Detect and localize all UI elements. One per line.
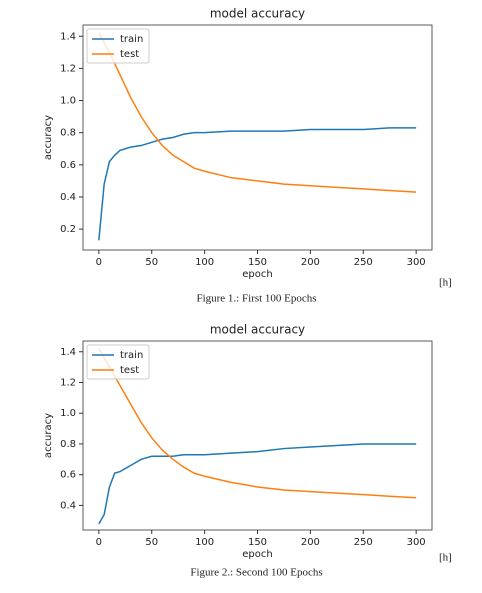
y-tick-label: 1.2 (60, 63, 76, 74)
x-tick-label: 100 (195, 257, 214, 268)
x-tick-label: 300 (407, 257, 426, 268)
y-axis-label: accuracy (43, 115, 54, 160)
y-tick-label: 0.4 (60, 500, 76, 511)
series-line (98, 32, 417, 193)
x-tick-label: 250 (354, 537, 373, 548)
series-line (98, 348, 417, 499)
y-tick-label: 1.2 (60, 377, 76, 388)
x-tick-label: 200 (301, 537, 320, 548)
chart: model accuracy 0 50 100 150 200 250 300 0.2 0.4 0.… (43, 7, 452, 305)
figure-caption: Figure 1.: First 100 Epochs (196, 293, 316, 305)
y-tick-label: 0.6 (60, 160, 76, 171)
plot-frame (82, 340, 433, 531)
x-axis-label: epoch (242, 549, 272, 560)
x-tick-label: 100 (195, 537, 214, 548)
legend-label: test (120, 365, 139, 376)
x-tick-label: 250 (354, 257, 373, 268)
y-tick-label: 0.8 (60, 128, 76, 139)
series-line (98, 127, 417, 241)
y-tick-label: 0.6 (60, 470, 76, 481)
series-line (98, 443, 417, 525)
y-tick-label: 1.0 (60, 408, 76, 419)
x-tick-label: 150 (248, 257, 267, 268)
x-tick-label: 50 (145, 537, 158, 548)
chart: model accuracy 0 50 100 150 200 250 300 0.4 0.6 0.… (43, 323, 452, 579)
x-tick-label: 150 (248, 537, 267, 548)
y-tick-label: 0.4 (60, 192, 76, 203)
legend-label: train (120, 34, 143, 45)
plot-frame (82, 24, 433, 251)
figure-placement-note: [h] (439, 277, 452, 289)
y-tick-label: 1.4 (60, 347, 76, 358)
legend-label: test (120, 49, 139, 60)
y-tick-label: 1.0 (60, 96, 76, 107)
figure-caption: Figure 2.: Second 100 Epochs (190, 567, 322, 579)
y-axis-label: accuracy (43, 413, 54, 458)
chart-title: model accuracy (210, 7, 305, 21)
y-tick-label: 0.8 (60, 439, 76, 450)
x-tick-label: 0 (96, 537, 102, 548)
figure-placement-note: [h] (439, 552, 452, 564)
x-tick-label: 300 (407, 537, 426, 548)
x-tick-label: 50 (145, 257, 158, 268)
legend-label: train (120, 350, 143, 361)
y-tick-label: 1.4 (60, 31, 76, 42)
x-tick-label: 0 (96, 257, 102, 268)
y-tick-label: 0.2 (60, 224, 76, 235)
x-axis-label: epoch (242, 269, 272, 280)
chart-title: model accuracy (210, 323, 305, 337)
x-tick-label: 200 (301, 257, 320, 268)
